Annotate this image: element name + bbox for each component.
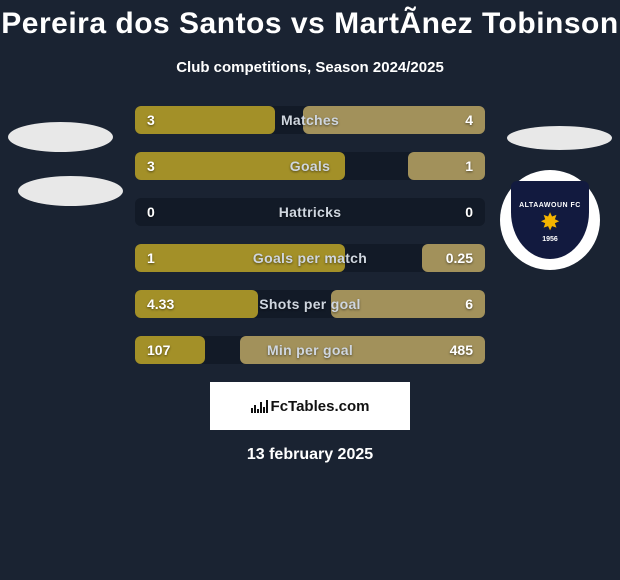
- metric-value-right: 4: [465, 112, 473, 128]
- bars-icon: [251, 399, 268, 413]
- club-badge: ALTAAWOUN FC ✸ 1956: [500, 170, 600, 270]
- star-icon: ✸: [540, 211, 560, 235]
- metric-value-left: 107: [147, 342, 170, 358]
- metric-value-left: 3: [147, 112, 155, 128]
- metric-row: 107 Min per goal 485: [135, 336, 485, 364]
- metric-value-right: 0: [465, 204, 473, 220]
- metric-value-left: 3: [147, 158, 155, 174]
- player-left-avatar-2: [18, 176, 123, 206]
- metric-label: Hattricks: [279, 204, 342, 220]
- metric-row: 3 Matches 4: [135, 106, 485, 134]
- metric-label: Goals per match: [253, 250, 367, 266]
- metric-value-left: 1: [147, 250, 155, 266]
- metric-value-right: 6: [465, 296, 473, 312]
- metric-value-left: 4.33: [147, 296, 174, 312]
- club-shield: ALTAAWOUN FC ✸ 1956: [511, 181, 589, 259]
- metric-fill-right: [408, 152, 485, 180]
- club-year: 1956: [542, 236, 558, 243]
- metric-label: Goals: [290, 158, 330, 174]
- metric-value-right: 0.25: [446, 250, 473, 266]
- metric-fill-left: [135, 106, 275, 134]
- metric-row: 1 Goals per match 0.25: [135, 244, 485, 272]
- player-left-avatar-1: [8, 122, 113, 152]
- metric-row: 3 Goals 1: [135, 152, 485, 180]
- metric-value-right: 485: [450, 342, 473, 358]
- comparison-infographic: Pereira dos Santos vs MartÃnez Tobinson …: [0, 0, 620, 580]
- metric-row: 0 Hattricks 0: [135, 198, 485, 226]
- player-right-avatar-placeholder: [507, 126, 612, 150]
- metrics-list: 3 Matches 4 3 Goals 1 0 Hattricks 0 1 Go…: [135, 106, 485, 364]
- metric-label: Min per goal: [267, 342, 353, 358]
- metric-value-left: 0: [147, 204, 155, 220]
- metric-value-right: 1: [465, 158, 473, 174]
- club-name: ALTAAWOUN FC: [519, 202, 581, 209]
- metric-row: 4.33 Shots per goal 6: [135, 290, 485, 318]
- subtitle: Club competitions, Season 2024/2025: [0, 59, 620, 76]
- brand-text: FcTables.com: [271, 398, 370, 415]
- date-text: 13 february 2025: [0, 446, 620, 464]
- page-title: Pereira dos Santos vs MartÃnez Tobinson: [0, 7, 620, 41]
- brand-logo: FcTables.com: [251, 398, 370, 415]
- metric-label: Shots per goal: [259, 296, 360, 312]
- metric-label: Matches: [281, 112, 339, 128]
- brand-box: FcTables.com: [210, 382, 410, 430]
